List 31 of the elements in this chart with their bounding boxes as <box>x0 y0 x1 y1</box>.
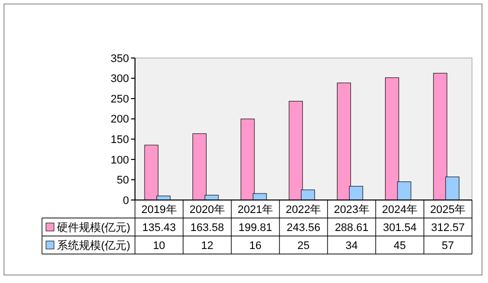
data-label: 10 <box>152 240 166 252</box>
data-label: 34 <box>346 240 358 252</box>
x-tick-label: 2023年 <box>334 204 370 216</box>
data-label: 25 <box>297 240 310 252</box>
y-tick-label: 100 <box>110 154 129 166</box>
x-tick-label: 2022年 <box>286 204 322 216</box>
y-tick-label: 0 <box>122 194 129 207</box>
y-tick-label: 300 <box>110 73 129 86</box>
x-tick-label: 2024年 <box>382 204 418 216</box>
x-tick-label: 2025年 <box>430 204 466 216</box>
data-label: 243.56 <box>286 222 320 234</box>
y-tick-label: 250 <box>110 93 129 106</box>
data-label: 135.43 <box>142 222 176 234</box>
data-label: 57 <box>442 240 454 252</box>
y-tick-label: 200 <box>110 114 129 126</box>
data-label: 12 <box>201 240 214 252</box>
data-label: 45 <box>394 240 406 252</box>
data-label: 163.58 <box>190 222 224 234</box>
data-label: 312.57 <box>431 222 465 234</box>
legend-label: 系统规模(亿元) <box>57 238 130 252</box>
x-tick-label: 2021年 <box>238 204 274 216</box>
data-label: 199.81 <box>238 222 272 234</box>
legend-label: 硬件规模(亿元) <box>57 222 130 234</box>
x-tick-label: 2019年 <box>141 204 177 216</box>
y-tick-label: 50 <box>116 174 129 187</box>
y-tick-label: 350 <box>110 52 129 65</box>
y-tick-label: 150 <box>110 134 129 146</box>
data-label: 301.54 <box>382 222 417 234</box>
data-label: 288.61 <box>334 222 368 234</box>
data-label: 16 <box>249 240 262 252</box>
x-tick-label: 2020年 <box>189 204 225 216</box>
